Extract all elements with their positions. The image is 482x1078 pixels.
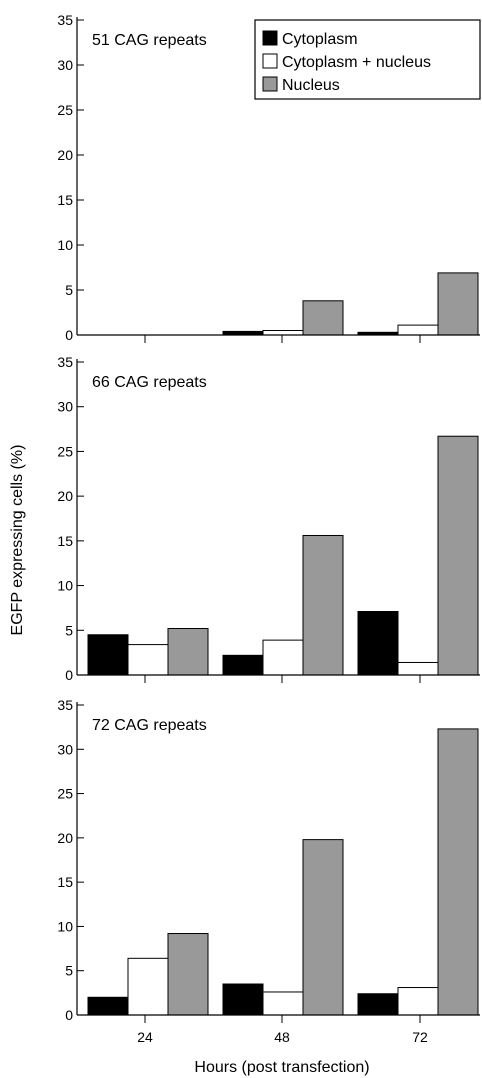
y-tick-label: 30 xyxy=(57,741,73,757)
y-tick-label: 5 xyxy=(65,963,73,979)
y-tick-label: 20 xyxy=(57,830,73,846)
bar xyxy=(302,839,344,1016)
y-tick-label: 30 xyxy=(57,399,73,415)
y-tick-label: 30 xyxy=(57,57,73,73)
x-tick-label: 24 xyxy=(137,1029,153,1045)
y-tick-label: 20 xyxy=(57,488,73,504)
y-tick-label: 35 xyxy=(57,12,73,28)
bar xyxy=(302,534,344,676)
bar xyxy=(437,435,479,676)
bar xyxy=(87,634,129,676)
panel-title: 51 CAG repeats xyxy=(92,32,207,49)
x-axis-label: Hours (post transfection) xyxy=(194,1059,369,1076)
legend-swatch xyxy=(262,53,278,69)
y-tick-label: 5 xyxy=(65,622,73,638)
y-tick-label: 0 xyxy=(65,667,73,683)
x-tick-label: 48 xyxy=(274,1029,290,1045)
y-tick-label: 5 xyxy=(65,282,73,298)
bar xyxy=(397,661,439,676)
legend-label: Cytoplasm + nucleus xyxy=(282,54,431,71)
bar xyxy=(222,983,264,1016)
legend-swatch xyxy=(262,76,278,92)
panel-title: 72 CAG repeats xyxy=(92,717,207,734)
bar xyxy=(127,644,169,676)
y-tick-label: 25 xyxy=(57,443,73,459)
y-tick-label: 25 xyxy=(57,786,73,802)
y-tick-label: 15 xyxy=(57,192,73,208)
bar xyxy=(397,987,439,1016)
bar xyxy=(262,639,304,676)
y-axis-label: EGFP expressing cells (%) xyxy=(9,445,26,636)
y-tick-label: 15 xyxy=(57,533,73,549)
bar xyxy=(357,993,399,1016)
bar xyxy=(167,627,209,676)
bar xyxy=(397,324,439,336)
y-tick-label: 25 xyxy=(57,102,73,118)
bar xyxy=(262,330,304,336)
bar xyxy=(167,933,209,1016)
bar xyxy=(222,654,264,676)
bar xyxy=(302,300,344,336)
legend-label: Cytoplasm xyxy=(282,31,358,48)
bar xyxy=(437,728,479,1016)
y-tick-label: 10 xyxy=(57,918,73,934)
bar xyxy=(262,991,304,1016)
y-tick-label: 35 xyxy=(57,354,73,370)
bar xyxy=(87,996,129,1016)
legend-swatch xyxy=(262,30,278,46)
bar xyxy=(357,611,399,676)
bar xyxy=(127,957,169,1016)
legend-label: Nucleus xyxy=(282,77,340,94)
y-tick-label: 20 xyxy=(57,147,73,163)
panel-title: 66 CAG repeats xyxy=(92,374,207,391)
y-tick-label: 15 xyxy=(57,874,73,890)
y-tick-label: 35 xyxy=(57,697,73,713)
y-tick-label: 10 xyxy=(57,578,73,594)
y-tick-label: 0 xyxy=(65,327,73,343)
legend-box xyxy=(254,19,481,100)
x-tick-label: 72 xyxy=(412,1029,428,1045)
y-tick-label: 10 xyxy=(57,237,73,253)
y-tick-label: 0 xyxy=(65,1007,73,1023)
bar xyxy=(437,272,479,336)
